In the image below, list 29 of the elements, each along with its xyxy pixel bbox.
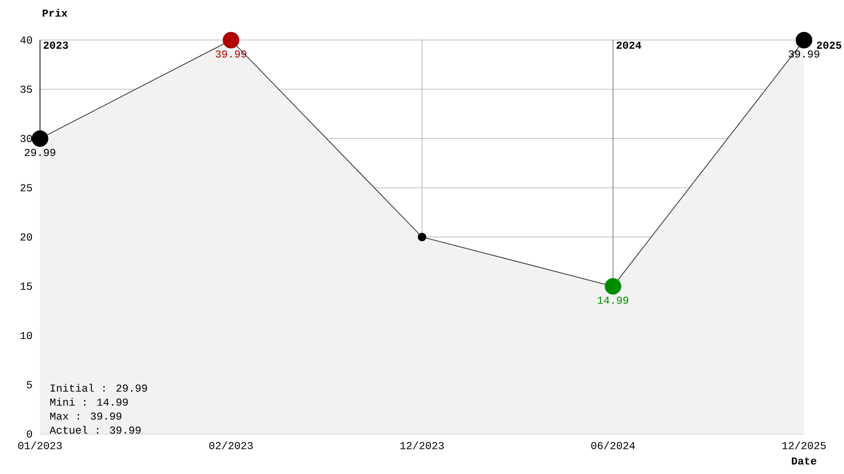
y-tick-label: 5 (26, 381, 32, 388)
data-label: 14.99 (598, 296, 628, 304)
y-tick-label: 15 (20, 282, 32, 290)
ref-line-label: 2024 (616, 42, 642, 49)
y-tick-label: 0 (26, 430, 32, 438)
x-axis-title: Date (792, 457, 816, 465)
y-tick-label: 35 (20, 86, 32, 93)
y-tick-label: 40 (20, 36, 32, 44)
x-tick-label: 02/2023 (209, 441, 253, 450)
annotation: 2025 (816, 42, 842, 49)
data-label: 29.99 (24, 148, 56, 156)
ref-line-label: 2023 (44, 42, 68, 49)
annotation: Initial : 29.99 (50, 384, 148, 392)
y-tick-label: 25 (20, 184, 32, 192)
y-tick-label: 10 (20, 332, 32, 340)
y-tick-label: 20 (20, 233, 32, 241)
point (222, 32, 240, 48)
y-tick-label: 30 (20, 134, 32, 142)
point (32, 130, 48, 147)
y-axis-title: Prix (42, 8, 68, 17)
x-tick-label: 01/2023 (18, 441, 62, 450)
point (796, 32, 812, 48)
x-tick-label: 12/2025 (782, 441, 826, 450)
annotation: Mini : 14.99 (50, 398, 128, 406)
point (604, 278, 622, 295)
annotation: Max : 39.99 (50, 412, 122, 420)
x-tick-label: 12/2023 (400, 441, 444, 450)
annotation: Actuel : 39.99 (50, 426, 141, 434)
x-tick-label: 06/2024 (591, 441, 635, 450)
